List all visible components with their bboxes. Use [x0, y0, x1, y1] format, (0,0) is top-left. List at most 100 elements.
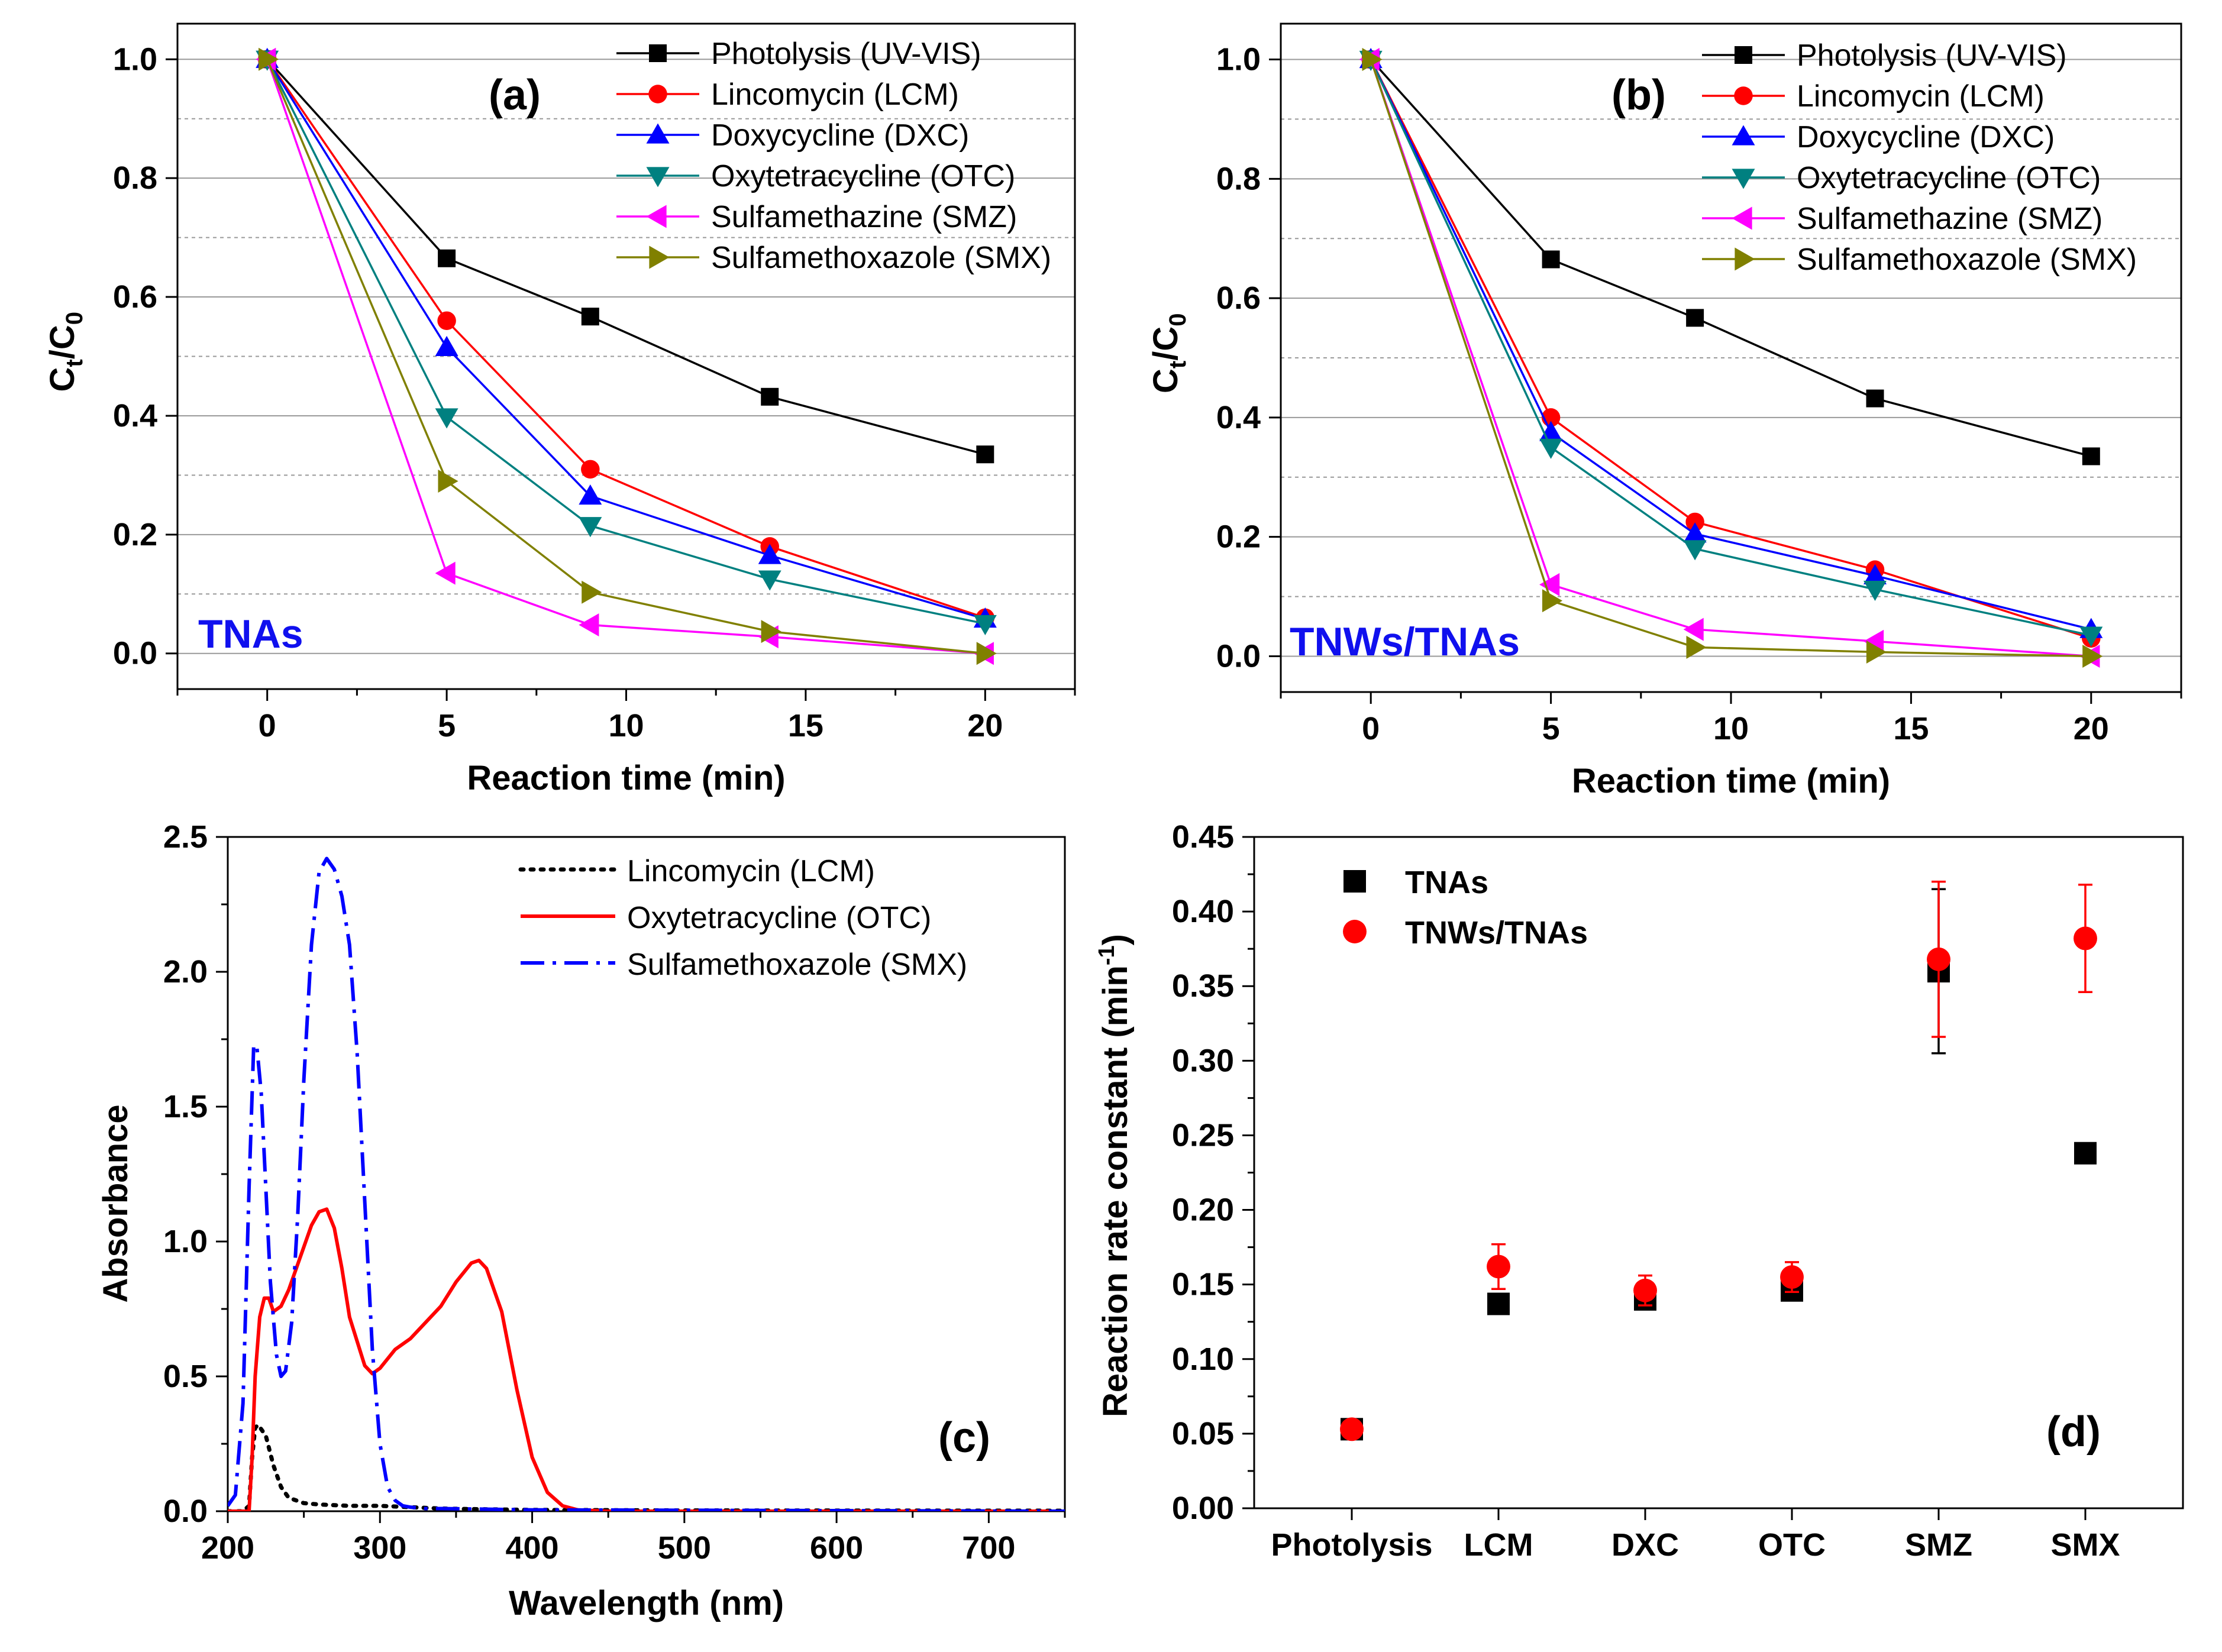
panel-a-data-point	[973, 615, 997, 636]
panel-c-panel: 200 300 400 500 600 700 0.0 0.5 1.0 1.5 2.0 2.5 Wave…	[96, 819, 1066, 1622]
panel-b-legend-marker	[1732, 125, 1755, 146]
panel-a-ylabel-c: C	[43, 367, 82, 392]
panel-c-xtick-label: 500	[658, 1530, 711, 1566]
panel-a-ytick-label: 1.0	[113, 41, 157, 77]
panel-a-data-point	[579, 517, 602, 538]
panel-a-xtick-label: 15	[788, 708, 823, 743]
panel-b-ylabel-sub-t: t	[1165, 361, 1191, 368]
panel-d-ytick-label: 0.30	[1172, 1043, 1234, 1078]
panel-d-data-point	[1633, 1278, 1657, 1302]
panel-a-legend-marker	[646, 123, 670, 144]
panel-d-ytick-label: 0.05	[1172, 1416, 1234, 1451]
panel-d-ytick-label: 0.15	[1172, 1267, 1234, 1302]
panel-b-x-axis-label: Reaction time (min)	[1572, 762, 1890, 800]
panel-b-legend-label: Sulfamethoxazole (SMX)	[1797, 243, 2137, 277]
panel-b-series-3	[1359, 50, 2103, 647]
panel-c-legend-label: Sulfamethoxazole (SMX)	[627, 948, 967, 982]
panel-a-ylabel-sub-t: t	[62, 359, 88, 367]
panel-b-xtick-label: 5	[1542, 711, 1560, 746]
panel-a-legend-label: Lincomycin (LCM)	[711, 77, 959, 112]
panel-a-data-point	[758, 544, 781, 564]
panel-a-panel: 0 5 10 15 20 0.0 0.2 0.4 0.6 0.8 1.0 Reaction time …	[43, 22, 1076, 797]
panel-d-data-point	[1340, 1417, 1364, 1441]
panel-b-legend-marker	[1732, 206, 1752, 230]
panel-a-data-point	[259, 47, 279, 71]
panel-b-data-point	[2079, 626, 2103, 647]
panel-a-sample-label: TNAs	[198, 612, 303, 657]
panel-a-data-point	[437, 311, 456, 330]
panel-b-data-point	[1542, 589, 1563, 613]
panel-a-legend-marker	[646, 167, 670, 187]
panel-b-y-axis-label: Ct/C0	[1146, 313, 1191, 393]
panel-a-y-axis-label: Ct/C0	[43, 312, 88, 392]
panel-a-data-point	[761, 387, 779, 406]
panel-b-series-4	[1359, 48, 2100, 668]
panel-b-data-point	[1683, 522, 1707, 543]
panel-b-legend-label: Oxytetracycline (OTC)	[1797, 161, 2101, 195]
panel-a-series-0	[258, 50, 994, 464]
panel-d-panel-label: (d)	[2046, 1408, 2101, 1456]
panel-a-legend-label: Oxytetracycline (OTC)	[711, 159, 1015, 193]
panel-c-legend-label: Lincomycin (LCM)	[627, 854, 875, 888]
panel-a-xtick-label: 10	[608, 708, 644, 743]
panel-a-data-point	[438, 249, 456, 267]
panel-b-data-point	[1863, 629, 1884, 653]
panel-b-xtick-label: 20	[2074, 711, 2109, 746]
panel-b-legend-label: Photolysis (UV-VIS)	[1797, 38, 2067, 73]
panel-c-ytick-label: 1.0	[163, 1224, 208, 1259]
panel-d-y-axis-label: Reaction rate constant (min-1)	[1094, 934, 1135, 1417]
panel-d-data-point	[1780, 1265, 1804, 1289]
panel-b-ytick-label: 0.4	[1216, 400, 1261, 435]
panel-a-legend-label: Sulfamethoxazole (SMX)	[711, 241, 1051, 275]
panel-c-x-axis-label: Wavelength (nm)	[509, 1584, 784, 1622]
panel-a-legend-marker	[649, 44, 667, 62]
panel-c-ytick-label: 1.5	[163, 1089, 208, 1124]
panel-a-legend-label: Doxycycline (DXC)	[711, 118, 969, 153]
panel-a-data-point	[976, 445, 994, 464]
panel-d-legend: TNAs TNWs/TNAs	[1343, 865, 1588, 951]
panel-b-data-point	[1866, 640, 1887, 664]
panel-a-data-point	[435, 561, 456, 585]
panel-d-ytick-label: 0.40	[1172, 894, 1234, 929]
panel-c-ytick-label: 0.0	[163, 1493, 208, 1529]
panel-d-data-point	[1927, 947, 1950, 971]
panel-a-ylabel-slash-c: /C	[43, 325, 82, 359]
panel-b-ytick-label: 0.2	[1216, 519, 1261, 555]
panel-b-data-point	[1686, 635, 1707, 659]
panel-c-ytick-label: 2.0	[163, 954, 208, 990]
panel-b-xtick-label: 15	[1893, 711, 1929, 746]
panel-b-legend: Photolysis (UV-VIS) Lincomycin (LCM) Doxyc…	[1702, 38, 2137, 277]
panel-b-data-point	[1686, 309, 1704, 327]
panel-b-data-point	[1539, 438, 1563, 459]
panel-b-data-point	[1866, 389, 1884, 408]
panel-c-legend-label: Oxytetracycline (OTC)	[627, 901, 931, 935]
panel-d-category-label: SMZ	[1905, 1527, 1972, 1563]
panel-a-legend-label: Sulfamethazine (SMZ)	[711, 200, 1017, 234]
panel-c-legend: Lincomycin (LCM) Oxytetracycline (OTC) Sul…	[518, 854, 967, 982]
panel-a-data-point	[758, 570, 781, 591]
panel-d-category-label: OTC	[1758, 1527, 1826, 1563]
panel-a-data-point	[976, 642, 997, 665]
panel-c-ytick-label: 0.5	[163, 1359, 208, 1394]
panel-b-sample-label: TNWs/TNAs	[1290, 619, 1520, 664]
panel-b-ylabel-slash-c: /C	[1146, 326, 1185, 361]
panel-d-data-point	[1487, 1292, 1510, 1315]
panel-b-data-point	[1683, 540, 1707, 561]
panel-d-legend-label: TNAs	[1405, 865, 1488, 900]
panel-d-legend-label: TNWs/TNAs	[1405, 915, 1588, 951]
panel-b-ytick-label: 0.0	[1216, 638, 1261, 674]
panel-c-xtick-label: 600	[810, 1530, 863, 1566]
panel-d-panel: 0.00 0.05 0.10 0.15 0.20 0.25 0.30 0.35 0.40 0.45…	[1094, 819, 2184, 1563]
panel-b-legend-label: Lincomycin (LCM)	[1797, 79, 2045, 114]
panel-b-series-5	[1362, 48, 2103, 668]
panel-d-data-point	[2074, 1142, 2097, 1165]
panel-c-series-line-1	[228, 1207, 1065, 1511]
panel-a-y-axis-label-text: Ct/C0	[43, 312, 88, 392]
panel-d-ytick-label: 0.10	[1172, 1341, 1234, 1377]
panel-b-legend-marker	[1734, 86, 1753, 105]
panel-c-ytick-label: 2.5	[163, 819, 208, 855]
panel-c-series-line-2	[228, 856, 1065, 1511]
panel-a-data-point	[579, 484, 602, 505]
panel-d-category-label: LCM	[1464, 1527, 1533, 1563]
panel-a-data-point	[761, 620, 781, 644]
